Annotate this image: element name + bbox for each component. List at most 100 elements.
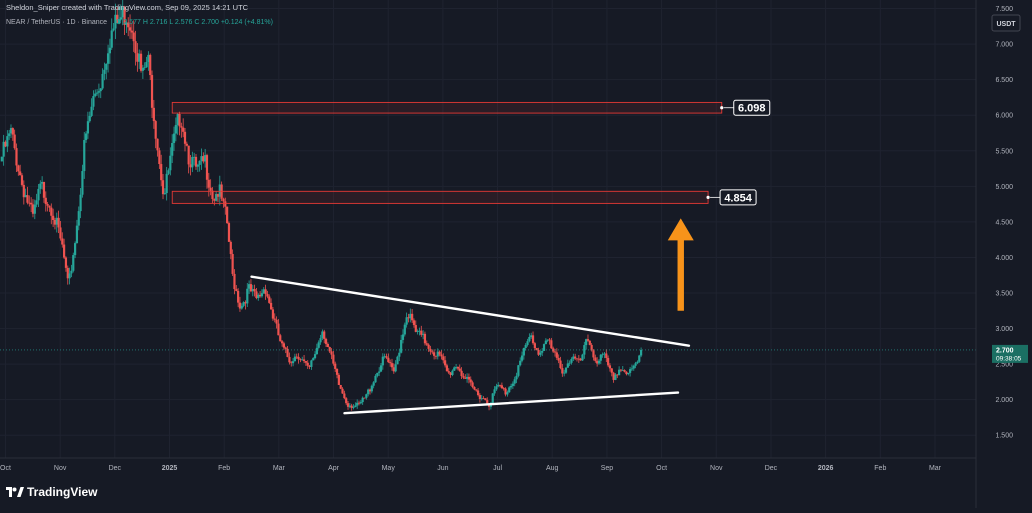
candle [198, 160, 201, 172]
candle [632, 364, 635, 371]
candle [61, 232, 64, 248]
candle [200, 148, 203, 170]
y-tick-label: 6.000 [995, 113, 1013, 120]
candle [603, 351, 606, 359]
candle [72, 252, 75, 273]
candle [559, 356, 562, 370]
y-tick-label: 4.500 [995, 219, 1013, 226]
y-tick-label: 7.500 [995, 6, 1013, 13]
candle [273, 313, 276, 323]
candle [57, 210, 60, 234]
candle [323, 329, 326, 344]
current-price-value: 2.700 [996, 347, 1014, 354]
candle [517, 365, 520, 378]
candle [500, 382, 503, 390]
candle [37, 184, 40, 207]
candle [288, 352, 291, 365]
breakout-arrow-up [667, 218, 694, 311]
candle [346, 401, 350, 410]
zone-anchor-dot [706, 195, 710, 199]
candle [535, 347, 538, 351]
candle [77, 206, 80, 231]
candle [623, 369, 626, 373]
candle [176, 113, 179, 135]
x-tick-label: Sep [601, 465, 614, 472]
candle [143, 62, 146, 71]
candle [251, 284, 254, 297]
candle [495, 383, 498, 391]
candle [74, 241, 77, 259]
candle [541, 347, 544, 357]
candle [183, 128, 187, 152]
candle [271, 307, 275, 321]
candle [66, 265, 69, 285]
candle [209, 179, 212, 196]
trendline-lower-support[interactable] [343, 391, 680, 415]
candle [511, 381, 514, 389]
candle [401, 329, 405, 344]
candle [583, 341, 586, 359]
candle [526, 338, 529, 347]
candle [385, 353, 388, 360]
x-tick-label: Mar [929, 465, 942, 472]
candle [381, 353, 384, 370]
zone-price-label: 6.098 [738, 103, 766, 115]
candle [434, 355, 438, 360]
candle [359, 400, 362, 405]
candle [440, 349, 443, 360]
currency-button[interactable]: USDT [991, 14, 1021, 32]
candle [425, 340, 428, 347]
candle [182, 118, 185, 138]
candle [299, 358, 302, 363]
candle [138, 49, 141, 69]
candle [24, 188, 27, 198]
candle [588, 340, 591, 346]
candle [387, 353, 390, 364]
target-zone: 6.098 [171, 99, 771, 116]
candle [15, 143, 18, 172]
candle [185, 141, 188, 147]
candle [537, 347, 540, 357]
candle [335, 368, 339, 379]
candle [139, 50, 143, 73]
candle [44, 191, 47, 212]
candle [68, 267, 71, 285]
candle [352, 404, 355, 410]
candle [264, 284, 267, 300]
tradingview-logo[interactable]: TradingView [6, 485, 98, 499]
candle [568, 360, 571, 366]
candle [337, 373, 340, 385]
candle [41, 176, 44, 190]
candle [0, 156, 3, 162]
candle [575, 358, 579, 362]
candle [160, 154, 163, 187]
candle [378, 367, 381, 377]
candle [478, 393, 482, 403]
candle [581, 353, 584, 362]
candle [227, 221, 231, 242]
x-tick-label: Dec [109, 465, 122, 472]
candle [555, 348, 558, 361]
candle [59, 220, 62, 241]
candle [152, 99, 155, 129]
candle [123, 5, 126, 35]
y-tick-label: 7.000 [995, 42, 1013, 49]
y-tick-label: 3.000 [995, 326, 1013, 333]
candle [328, 346, 331, 354]
candle [297, 353, 300, 364]
candle [453, 366, 456, 371]
x-tick-label: Oct [0, 465, 11, 472]
candle [277, 319, 280, 336]
x-tick-label: Nov [54, 465, 67, 472]
candle [326, 342, 329, 348]
candle [207, 172, 210, 197]
trendline-upper-resistance[interactable] [250, 275, 691, 347]
candle [19, 164, 22, 176]
candle [35, 193, 38, 208]
candle [574, 353, 577, 361]
candle [218, 175, 221, 206]
candle [368, 388, 372, 395]
candle [204, 148, 207, 168]
